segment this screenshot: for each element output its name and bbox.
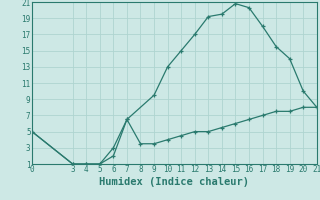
X-axis label: Humidex (Indice chaleur): Humidex (Indice chaleur) [100,177,249,187]
